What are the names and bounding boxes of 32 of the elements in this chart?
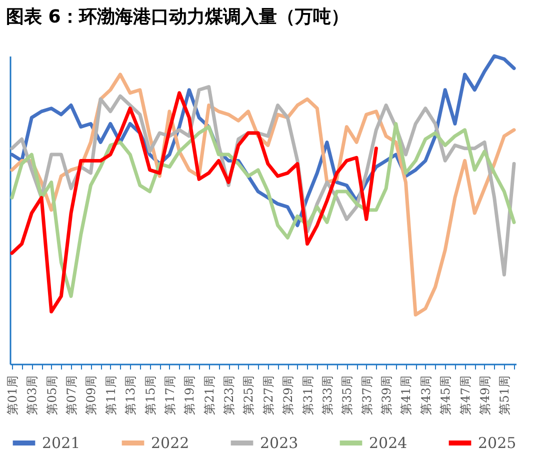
- x-tick-label: 第37周: [360, 376, 374, 415]
- x-tick-label: 第39周: [380, 376, 394, 415]
- x-tick-label: 第25周: [242, 376, 256, 415]
- legend-label: 2022: [151, 434, 190, 452]
- x-tick-label: 第03周: [25, 376, 40, 415]
- x-tick-label: 第09周: [84, 376, 98, 415]
- x-tick-label: 第45周: [438, 376, 453, 415]
- x-tick-label: 第15周: [143, 376, 158, 415]
- chart-title: 图表 6：环渤海港口动力煤调入量（万吨）: [6, 6, 349, 28]
- x-tick-label: 第21周: [202, 376, 216, 415]
- x-tick-label: 第31周: [300, 376, 315, 415]
- x-tick-label: 第47周: [458, 376, 472, 415]
- x-tick-label: 第17周: [162, 376, 177, 415]
- x-tick-label: 第51周: [498, 376, 512, 415]
- x-tick-label: 第07周: [64, 376, 79, 415]
- x-tick-label: 第19周: [182, 376, 197, 415]
- x-tick-label: 第35周: [340, 376, 354, 415]
- x-tick-label: 第23周: [222, 376, 236, 415]
- legend-label: 2021: [42, 434, 80, 452]
- x-tick-label: 第49周: [478, 376, 492, 415]
- x-tick-label: 第01周: [5, 376, 20, 415]
- x-tick-label: 第43周: [418, 376, 433, 415]
- x-tick-label: 第11周: [104, 376, 118, 415]
- x-tick-label: 第29周: [281, 376, 296, 415]
- legend-label: 2023: [260, 434, 298, 452]
- x-tick-label: 第13周: [124, 376, 138, 415]
- legend-label: 2025: [478, 434, 516, 452]
- x-tick-label: 第33周: [320, 376, 334, 415]
- x-tick-label: 第27周: [261, 376, 276, 415]
- x-tick-label: 第05周: [44, 376, 59, 415]
- x-tick-label: 第41周: [399, 376, 414, 415]
- legend-label: 2024: [369, 434, 408, 452]
